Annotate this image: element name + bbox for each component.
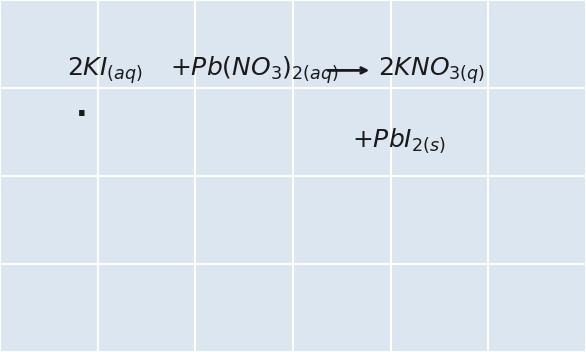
Text: $2KI_{(aq)}$: $2KI_{(aq)}$ (67, 55, 143, 86)
Text: $+ PbI_{2(s)}$: $+ PbI_{2(s)}$ (352, 127, 445, 155)
Text: $+ Pb(NO_3)_{2(aq)}$: $+ Pb(NO_3)_{2(aq)}$ (170, 55, 339, 86)
Text: $2KNO_{3(q)}$: $2KNO_{3(q)}$ (378, 55, 485, 86)
Text: .: . (76, 93, 88, 122)
